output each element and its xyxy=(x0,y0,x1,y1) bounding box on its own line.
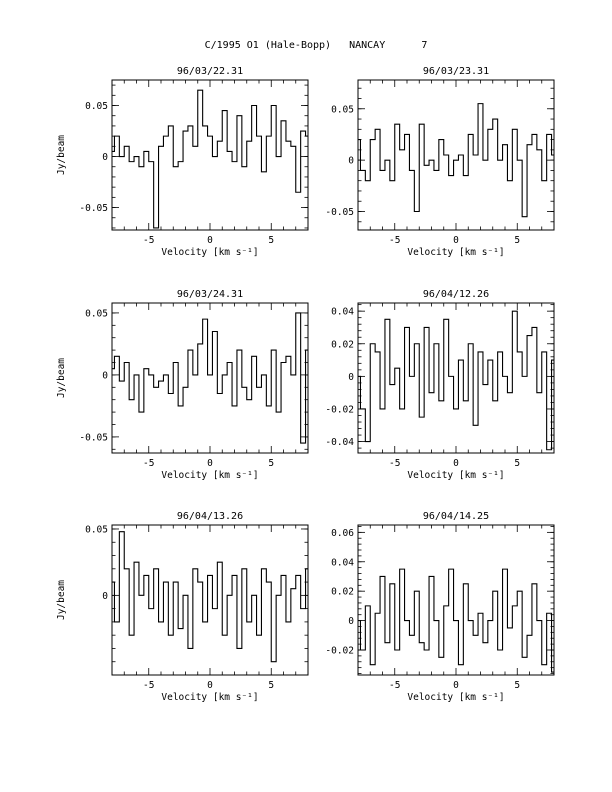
plot-frame xyxy=(357,79,555,231)
y-tick-label: -0.05 xyxy=(325,207,354,218)
y-tick-label: 0 xyxy=(348,372,354,383)
x-tick-label: 0 xyxy=(453,680,459,691)
x-tick-label: -5 xyxy=(143,235,154,246)
x-tick-label: 5 xyxy=(268,235,274,246)
x-tick-label: 0 xyxy=(453,235,459,246)
y-tick-label: 0 xyxy=(102,370,108,381)
x-tick-label: 5 xyxy=(268,680,274,691)
x-tick-label: -5 xyxy=(389,235,400,246)
x-tick-label: -5 xyxy=(389,458,400,469)
y-tick-label: -0.02 xyxy=(325,646,354,657)
y-tick-label: 0.02 xyxy=(331,339,354,350)
y-tick-label: 0.06 xyxy=(331,528,354,539)
y-tick-label: 0.04 xyxy=(331,557,354,568)
x-axis-label: Velocity [km s⁻¹] xyxy=(161,470,258,481)
x-tick-label: 0 xyxy=(207,458,213,469)
x-axis-label: Velocity [km s⁻¹] xyxy=(161,247,258,258)
y-tick-label: 0 xyxy=(102,591,108,602)
spectrum-line xyxy=(358,568,554,673)
y-tick-label: -0.04 xyxy=(325,437,354,448)
x-tick-label: -5 xyxy=(389,680,400,691)
figure-title: C/1995 O1 (Hale-Bopp) NANCAY 7 xyxy=(205,40,428,51)
y-tick-label: 0.05 xyxy=(331,104,354,115)
x-tick-label: 0 xyxy=(207,235,213,246)
y-tick-label: 0.05 xyxy=(85,308,108,319)
plot-frame xyxy=(111,302,309,454)
spectrum-panel-1: 96/03/22.31 -5 0 5 0.05 0 -0.05 Velocity [km s⁻… xyxy=(56,66,309,258)
x-axis-label: Velocity [km s⁻¹] xyxy=(407,247,504,258)
x-tick-label: 5 xyxy=(514,680,520,691)
panel-title: 96/04/14.25 xyxy=(423,511,489,522)
y-tick-label: 0.04 xyxy=(331,307,354,318)
y-tick-label: 0 xyxy=(348,156,354,167)
y-tick-label: 0.05 xyxy=(85,101,108,112)
y-tick-label: 0 xyxy=(348,616,354,627)
x-tick-label: 5 xyxy=(514,235,520,246)
y-tick-label: 0.05 xyxy=(85,524,108,535)
y-axis-label: Jy/beam xyxy=(56,135,67,175)
spectrum-line xyxy=(358,310,554,451)
x-axis-label: Velocity [km s⁻¹] xyxy=(407,692,504,703)
y-tick-label: 0.02 xyxy=(331,587,354,598)
x-axis-label: Velocity [km s⁻¹] xyxy=(407,470,504,481)
y-tick-label: -0.02 xyxy=(325,404,354,415)
x-tick-label: -5 xyxy=(143,680,154,691)
plot-frame xyxy=(357,302,555,454)
plot-frame xyxy=(357,524,555,676)
y-tick-label: -0.05 xyxy=(79,432,108,443)
x-tick-label: 0 xyxy=(207,680,213,691)
x-tick-label: 5 xyxy=(514,458,520,469)
y-axis-label: Jy/beam xyxy=(56,358,67,398)
spectrum-panel-4: 96/04/12.26 -5 0 5 0.04 0.02 0 -0.02 -0.04 Veloci… xyxy=(325,289,555,481)
panel-title: 96/04/13.26 xyxy=(177,511,243,522)
panel-title: 96/03/24.31 xyxy=(177,289,243,300)
plot-frame xyxy=(111,524,309,676)
panel-title: 96/04/12.26 xyxy=(423,289,489,300)
panel-title: 96/03/22.31 xyxy=(177,66,243,77)
spectrum-panel-6: 96/04/14.25 -5 0 5 0.06 0.04 0.02 0 -0.02 Velocit… xyxy=(325,511,555,703)
spectra-panels: 96/03/22.31 -5 0 5 0.05 0 -0.05 Velocity [km s⁻… xyxy=(56,66,555,703)
spectrum-panel-3: 96/03/24.31 -5 0 5 0.05 0 -0.05 Velocity [km s⁻… xyxy=(56,289,309,481)
x-axis-label: Velocity [km s⁻¹] xyxy=(161,692,258,703)
panel-title: 96/03/23.31 xyxy=(423,66,489,77)
y-tick-label: -0.05 xyxy=(79,203,108,214)
plot-frame xyxy=(111,79,309,231)
x-tick-label: -5 xyxy=(143,458,154,469)
spectrum-line xyxy=(112,312,308,444)
spectrum-line xyxy=(112,531,308,663)
x-tick-label: 5 xyxy=(268,458,274,469)
spectrum-line xyxy=(358,103,554,218)
spectrum-panel-2: 96/03/23.31 -5 0 5 0.05 0 -0.05 Velocity [km s⁻… xyxy=(325,66,555,258)
x-tick-label: 0 xyxy=(453,458,459,469)
spectrum-line xyxy=(112,89,308,229)
y-tick-label: 0 xyxy=(102,152,108,163)
y-axis-label: Jy/beam xyxy=(56,580,67,620)
